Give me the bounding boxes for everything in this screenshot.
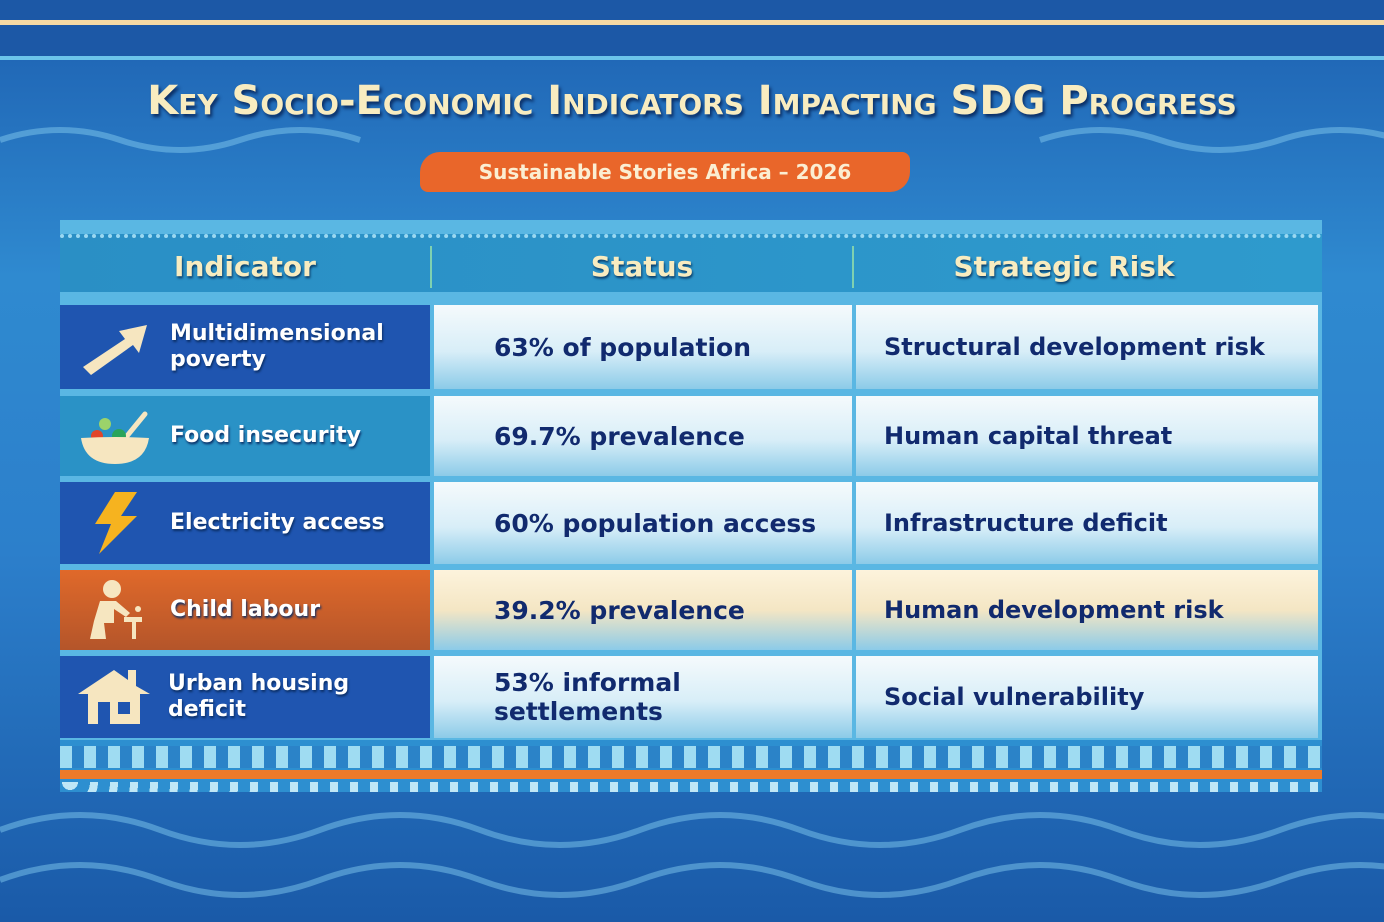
- decorative-top-line: [0, 20, 1384, 25]
- child-worker-icon: [60, 577, 170, 643]
- food-bowl-icon: [60, 406, 170, 466]
- indicator-label: Multidimensional poverty: [170, 321, 384, 372]
- risk-cell: Structural development risk: [856, 305, 1318, 389]
- decorative-table-footer: [60, 740, 1322, 792]
- indicator-cell: Child labour: [60, 570, 430, 650]
- house-icon: [60, 666, 168, 728]
- header-status: Status: [590, 250, 694, 283]
- risk-cell: Human capital threat: [856, 396, 1318, 476]
- status-cell: 60% population access: [434, 482, 852, 564]
- status-cell: 69.7% prevalence: [434, 396, 852, 476]
- risk-cell: Social vulnerability: [856, 656, 1318, 738]
- status-cell: 39.2% prevalence: [434, 570, 852, 650]
- indicator-label: Urban housing deficit: [168, 671, 350, 722]
- table-row: Multidimensional poverty 63% of populati…: [60, 305, 1322, 389]
- orange-stripe: [60, 770, 1322, 779]
- header-divider: [852, 246, 854, 288]
- lightning-bolt-icon: [60, 490, 170, 556]
- header-strategic-risk: Strategic Risk: [953, 250, 1175, 283]
- indicator-label: Child labour: [170, 597, 321, 622]
- table-row: Food insecurity 69.7% prevalence Human c…: [60, 396, 1322, 476]
- scallop-pattern: [60, 782, 1322, 792]
- page-title: Key Socio-Economic Indicators Impacting …: [147, 78, 1237, 124]
- header-divider: [430, 246, 432, 288]
- risk-cell: Infrastructure deficit: [856, 482, 1318, 564]
- triangle-pattern: [60, 746, 1322, 768]
- indicator-label: Food insecurity: [170, 423, 361, 448]
- table-row: Urban housing deficit 53% informal settl…: [60, 656, 1322, 738]
- indicator-cell: Multidimensional poverty: [60, 305, 430, 389]
- status-cell: 63% of population: [434, 305, 852, 389]
- indicator-cell: Food insecurity: [60, 396, 430, 476]
- header-indicator: Indicator: [174, 250, 316, 283]
- status-cell: 53% informal settlements: [434, 656, 852, 738]
- indicators-table: Indicator Status Strategic Risk Multidim…: [60, 220, 1322, 792]
- subtitle-banner: Sustainable Stories Africa – 2026: [420, 152, 910, 192]
- arrow-up-right-icon: [60, 317, 170, 377]
- indicator-cell: Urban housing deficit: [60, 656, 430, 738]
- table-header: Indicator Status Strategic Risk: [60, 234, 1322, 292]
- table-row: Electricity access 60% population access…: [60, 482, 1322, 564]
- decorative-top-band: [0, 0, 1384, 60]
- indicator-cell: Electricity access: [60, 482, 430, 564]
- table-row: Child labour 39.2% prevalence Human deve…: [60, 570, 1322, 650]
- indicator-label: Electricity access: [170, 510, 385, 535]
- risk-cell: Human development risk: [856, 570, 1318, 650]
